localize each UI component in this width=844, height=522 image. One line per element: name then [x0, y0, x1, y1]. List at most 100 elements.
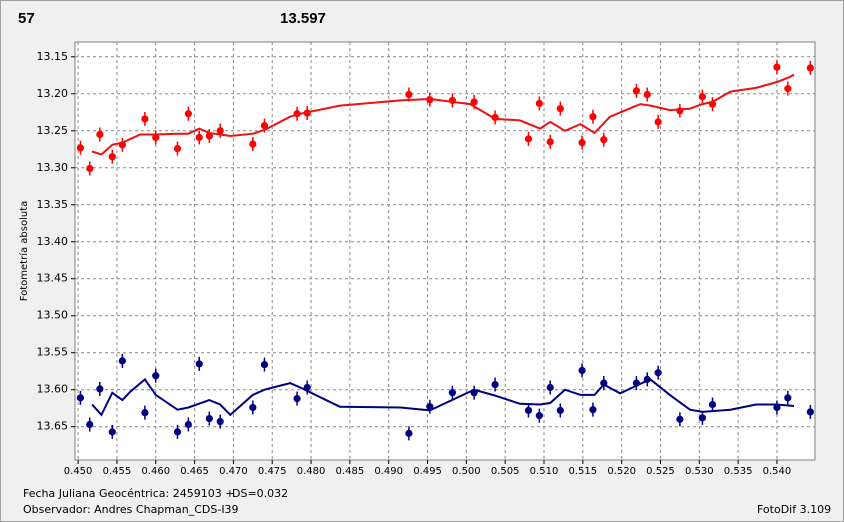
point-dot — [578, 366, 586, 375]
point-dot — [141, 115, 149, 123]
data-point — [600, 132, 608, 147]
data-point — [556, 101, 564, 116]
point-dot — [632, 87, 641, 95]
data-point — [118, 353, 126, 368]
data-point — [152, 130, 160, 145]
data-point — [195, 130, 203, 145]
data-point — [141, 405, 149, 420]
data-point — [249, 400, 257, 415]
point-dot — [546, 383, 554, 392]
y-tick-label: 13.65 — [37, 420, 69, 433]
point-dot — [260, 122, 269, 130]
point-dot — [470, 98, 478, 106]
point-dot — [578, 139, 586, 147]
x-tick-label: 0.470 — [219, 466, 248, 477]
point-dot — [773, 63, 781, 71]
x-tick-label: 0.460 — [141, 466, 170, 477]
data-point — [578, 363, 586, 378]
data-point — [86, 161, 94, 176]
point-dot — [76, 144, 85, 152]
data-point — [632, 83, 641, 98]
data-point — [524, 403, 533, 418]
x-tick-label: 0.480 — [297, 466, 326, 477]
y-tick-label: 13.50 — [37, 309, 69, 322]
point-dot — [86, 420, 94, 429]
y-tick-label: 13.15 — [37, 50, 69, 63]
data-point — [184, 106, 192, 121]
data-point — [806, 60, 814, 75]
data-point — [152, 368, 160, 383]
point-dot — [260, 360, 269, 369]
data-point — [654, 365, 662, 380]
data-point — [698, 89, 707, 104]
chart-subtitle: 13.597 — [280, 10, 326, 27]
data-point — [260, 357, 269, 372]
point-dot — [600, 136, 608, 144]
ds-label: DS=0.032 — [232, 487, 288, 500]
y-tick-label: 13.40 — [37, 235, 69, 248]
point-dot — [249, 403, 257, 412]
point-dot — [195, 360, 203, 368]
x-tick-label: 0.495 — [413, 466, 442, 477]
data-point — [405, 426, 413, 441]
point-dot — [806, 64, 814, 72]
data-point — [546, 134, 554, 149]
point-dot — [141, 409, 149, 417]
point-dot — [152, 372, 160, 380]
data-point — [448, 385, 456, 400]
point-dot — [654, 369, 662, 377]
x-tick-label: 0.530 — [685, 466, 714, 477]
point-dot — [784, 85, 792, 93]
data-point — [524, 131, 533, 146]
y-tick-label: 13.25 — [37, 124, 69, 137]
data-point — [654, 114, 662, 129]
data-point — [86, 417, 94, 432]
point-dot — [698, 93, 707, 101]
point-dot — [108, 153, 116, 161]
data-point — [546, 380, 554, 395]
data-point — [108, 424, 116, 439]
fit-line — [91, 377, 795, 417]
data-point — [698, 410, 707, 425]
point-dot — [184, 420, 192, 429]
data-point — [708, 397, 717, 412]
data-point — [535, 408, 543, 423]
point-dot — [76, 394, 85, 402]
data-point — [96, 127, 104, 142]
software-label: FotoDif 3.109 — [757, 503, 831, 516]
point-dot — [96, 385, 104, 393]
x-tick-label: 0.505 — [491, 466, 520, 477]
data-point — [293, 391, 301, 406]
point-dot — [556, 104, 564, 113]
point-dot — [773, 403, 781, 412]
point-dot — [698, 414, 707, 422]
point-dot — [405, 90, 413, 99]
date-label: Fecha Juliana Geocéntrica: 2459103 + — [23, 487, 234, 500]
x-tick-label: 0.510 — [530, 466, 559, 477]
data-point — [76, 390, 85, 405]
x-tick-label: 0.485 — [336, 466, 365, 477]
point-dot — [216, 417, 224, 426]
point-dot — [205, 414, 213, 423]
data-point — [249, 137, 257, 152]
data-point — [173, 424, 182, 439]
point-dot — [173, 428, 182, 436]
point-dot — [643, 90, 651, 99]
x-tick-label: 0.450 — [64, 466, 93, 477]
y-tick-label: 13.55 — [37, 346, 69, 359]
y-tick-label: 13.60 — [37, 383, 69, 396]
point-dot — [448, 389, 456, 397]
point-dot — [524, 135, 533, 143]
data-point — [589, 402, 597, 417]
point-dot — [676, 415, 684, 423]
point-dot — [195, 133, 203, 142]
point-dot — [293, 394, 301, 403]
point-dot — [405, 429, 413, 437]
data-point — [76, 140, 85, 155]
x-tick-label: 0.540 — [763, 466, 792, 477]
data-point — [216, 414, 224, 429]
point-dot — [535, 99, 543, 108]
data-point — [96, 381, 104, 396]
data-point — [556, 403, 564, 418]
